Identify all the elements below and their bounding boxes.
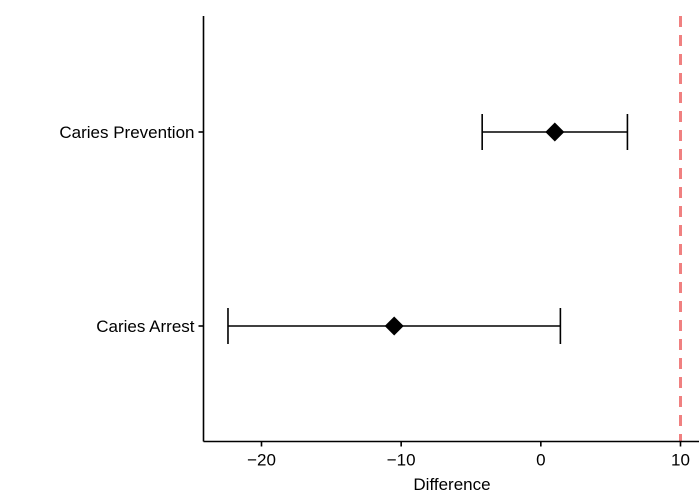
point-estimate-diamond bbox=[545, 122, 565, 142]
y-tick-label: Caries Prevention bbox=[59, 123, 194, 142]
x-axis-title: Difference bbox=[413, 475, 490, 494]
x-axis-ticks: −20 −10 0 10 bbox=[247, 441, 690, 470]
plot-area bbox=[227, 16, 682, 442]
y-axis-ticks: Caries Prevention Caries Arrest bbox=[59, 123, 204, 336]
x-tick-label: −10 bbox=[387, 451, 416, 470]
x-tick-label: −20 bbox=[247, 451, 276, 470]
x-tick-label: 10 bbox=[671, 451, 690, 470]
y-tick-label: Caries Arrest bbox=[96, 317, 195, 336]
axes bbox=[202, 16, 699, 443]
x-tick-label: 0 bbox=[536, 451, 545, 470]
point-estimate-diamond bbox=[384, 316, 404, 336]
